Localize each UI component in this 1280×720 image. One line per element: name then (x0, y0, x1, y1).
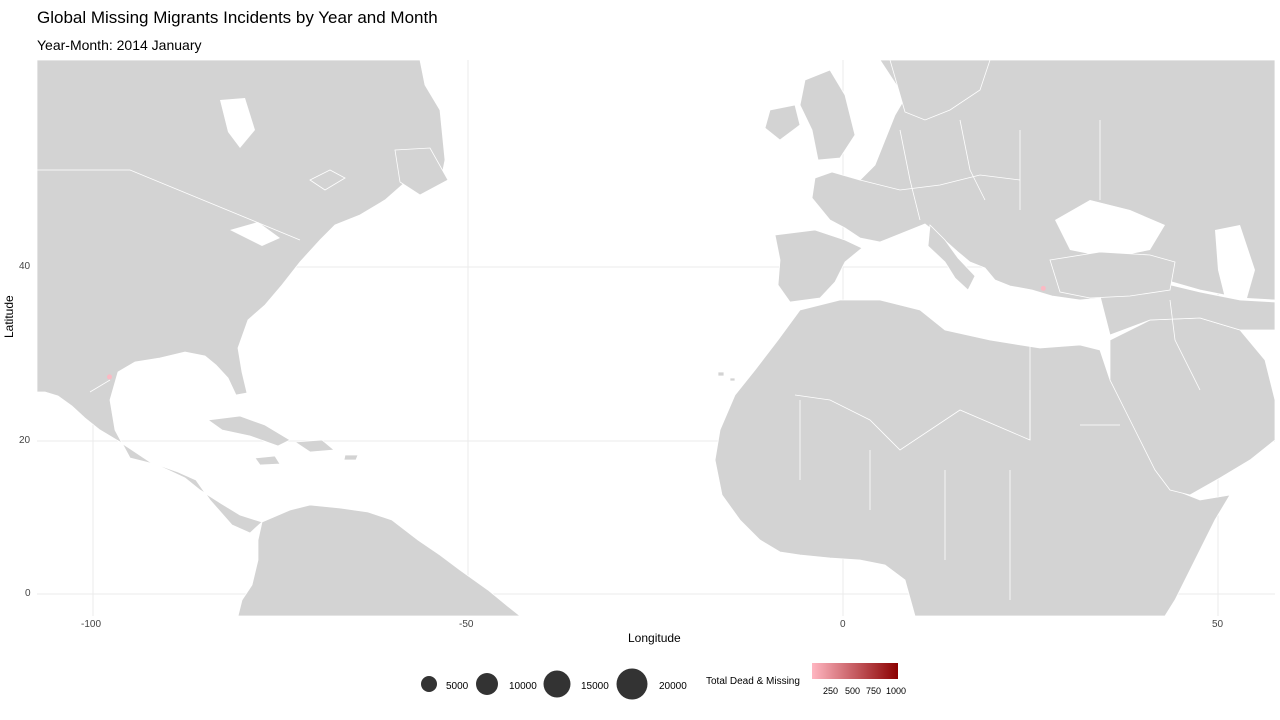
land-layer (36, 59, 1276, 617)
landmass-cuba (206, 415, 291, 447)
size-legend-label: 15000 (581, 681, 609, 692)
x-tick-label: 0 (840, 619, 846, 630)
size-legend-circle (543, 670, 571, 698)
size-legend-circle (476, 673, 498, 695)
x-tick-label: -100 (81, 619, 102, 630)
y-tick-label: 0 (25, 588, 31, 599)
landmass-great-britain (799, 69, 856, 161)
x-axis-label: Longitude (628, 631, 681, 645)
incident-points (107, 285, 1046, 380)
landmass-south-america (237, 504, 522, 617)
x-tick-label: 50 (1212, 619, 1224, 630)
size-legend-label: 5000 (446, 681, 469, 692)
landmass-iberia (774, 229, 863, 303)
y-tick-label: 20 (19, 435, 31, 446)
x-tick-label: -50 (459, 619, 474, 630)
color-legend-tick: 500 (845, 686, 861, 696)
color-legend-tick: 1000 (886, 686, 907, 696)
color-legend-title: Total Dead & Missing (706, 676, 800, 687)
country-borders (37, 119, 1201, 600)
landmass-africa (714, 299, 1231, 617)
color-legend-tick: 750 (866, 686, 882, 696)
y-tick-label: 40 (19, 261, 31, 272)
chart-title: Global Missing Migrants Incidents by Yea… (37, 8, 438, 27)
incident-point (1040, 285, 1046, 291)
incident-point (107, 374, 112, 380)
size-legend-label: 10000 (509, 681, 537, 692)
size-legend-circle (421, 676, 437, 692)
size-legend (421, 668, 648, 700)
chart-subtitle: Year-Month: 2014 January (37, 37, 202, 53)
size-legend-label: 20000 (659, 681, 687, 692)
y-axis-label: Latitude (2, 295, 16, 338)
size-legend-circle (616, 668, 648, 700)
color-legend-bar (812, 663, 898, 679)
color-legend-tick: 250 (823, 686, 839, 696)
